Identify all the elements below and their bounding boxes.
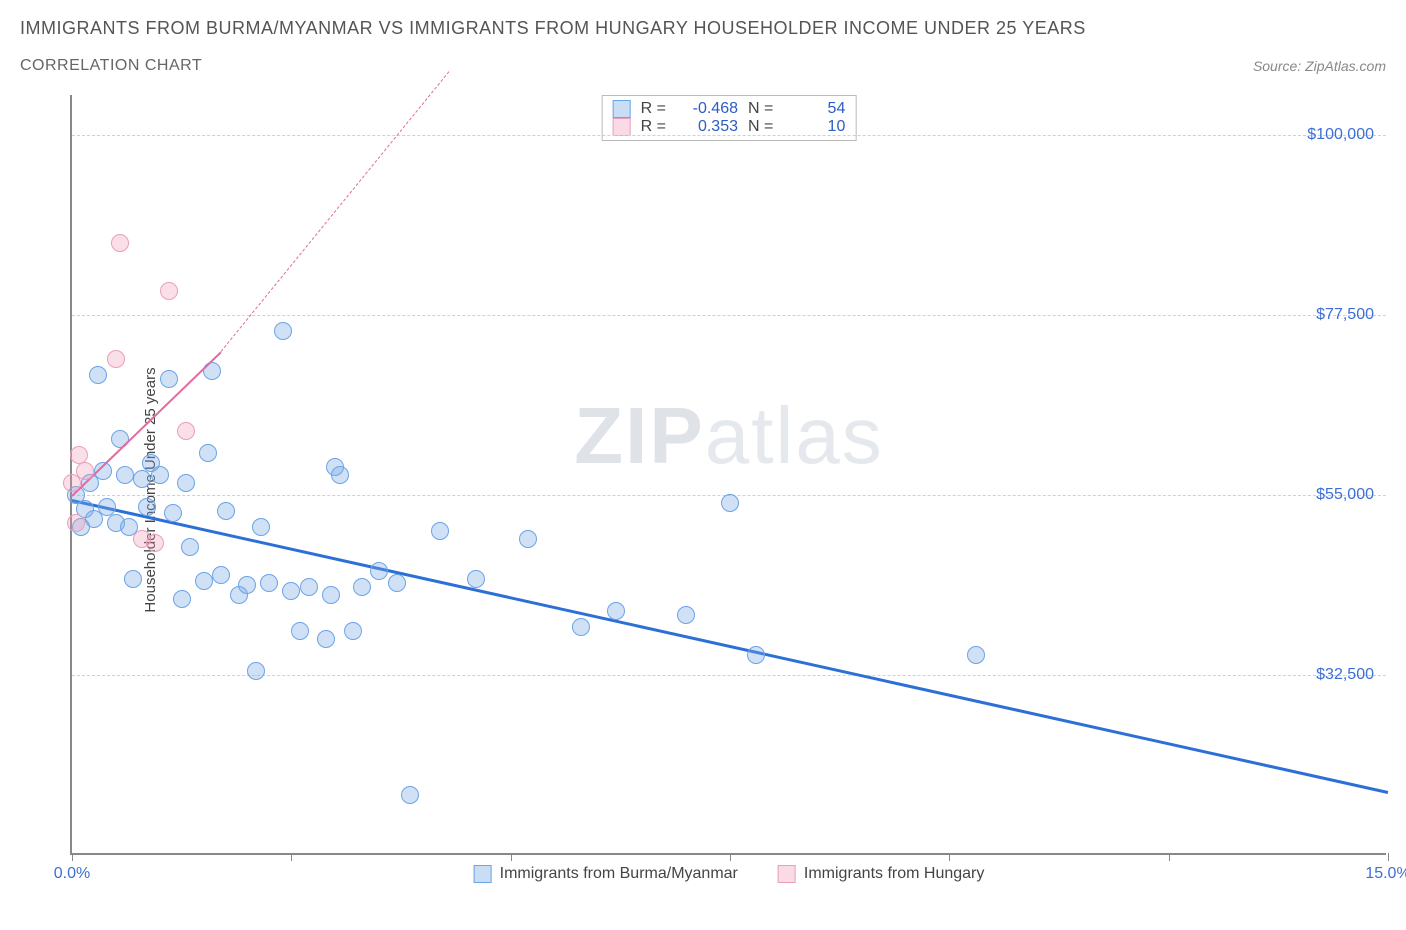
stat-n-label2: N = bbox=[748, 118, 773, 136]
data-point bbox=[291, 622, 309, 640]
data-point bbox=[519, 530, 537, 548]
trend-line bbox=[221, 71, 450, 352]
data-point bbox=[195, 572, 213, 590]
data-point bbox=[431, 522, 449, 540]
data-point bbox=[300, 578, 318, 596]
chart-title: IMMIGRANTS FROM BURMA/MYANMAR VS IMMIGRA… bbox=[20, 18, 1386, 39]
data-point bbox=[677, 606, 695, 624]
data-point bbox=[331, 466, 349, 484]
x-tick-label: 15.0% bbox=[1365, 865, 1406, 883]
data-point bbox=[76, 462, 94, 480]
x-tick bbox=[72, 853, 73, 861]
data-point bbox=[252, 518, 270, 536]
data-point bbox=[160, 370, 178, 388]
data-point bbox=[199, 444, 217, 462]
plot-area: ZIPatlas R = -0.468 N = 54 R = 0.353 N =… bbox=[70, 95, 1386, 855]
data-point bbox=[322, 586, 340, 604]
data-point bbox=[177, 422, 195, 440]
stat-n-blue: 54 bbox=[783, 100, 845, 118]
data-point bbox=[344, 622, 362, 640]
data-point bbox=[111, 234, 129, 252]
data-point bbox=[388, 574, 406, 592]
legend-item-pink: Immigrants from Hungary bbox=[778, 865, 985, 883]
swatch-pink-icon bbox=[613, 118, 631, 136]
data-point bbox=[353, 578, 371, 596]
watermark-light: atlas bbox=[705, 391, 884, 480]
x-tick bbox=[291, 853, 292, 861]
stat-r-pink: 0.353 bbox=[676, 118, 738, 136]
gridline bbox=[72, 315, 1386, 316]
x-tick bbox=[1169, 853, 1170, 861]
data-point bbox=[967, 646, 985, 664]
trend-line bbox=[72, 499, 1389, 793]
stat-n-pink: 10 bbox=[783, 118, 845, 136]
data-point bbox=[260, 574, 278, 592]
data-point bbox=[282, 582, 300, 600]
y-tick-label: $32,500 bbox=[1316, 666, 1374, 684]
data-point bbox=[116, 466, 134, 484]
data-point bbox=[370, 562, 388, 580]
x-tick bbox=[511, 853, 512, 861]
data-point bbox=[721, 494, 739, 512]
header: IMMIGRANTS FROM BURMA/MYANMAR VS IMMIGRA… bbox=[0, 0, 1406, 75]
stats-row-pink: R = 0.353 N = 10 bbox=[613, 118, 846, 136]
data-point bbox=[164, 504, 182, 522]
gridline bbox=[72, 675, 1386, 676]
swatch-blue-icon bbox=[613, 100, 631, 118]
data-point bbox=[181, 538, 199, 556]
legend-swatch-blue-icon bbox=[474, 865, 492, 883]
data-point bbox=[160, 282, 178, 300]
stats-row-blue: R = -0.468 N = 54 bbox=[613, 100, 846, 118]
x-tick-label: 0.0% bbox=[54, 865, 90, 883]
stat-r-label2: R = bbox=[641, 118, 666, 136]
data-point bbox=[467, 570, 485, 588]
data-point bbox=[138, 498, 156, 516]
data-point bbox=[67, 514, 85, 532]
chart-container: Householder Income Under 25 years ZIPatl… bbox=[20, 95, 1386, 885]
data-point bbox=[212, 566, 230, 584]
stat-n-label: N = bbox=[748, 100, 773, 118]
x-tick bbox=[949, 853, 950, 861]
source-attribution: Source: ZipAtlas.com bbox=[1253, 58, 1386, 74]
data-point bbox=[572, 618, 590, 636]
y-tick-label: $100,000 bbox=[1307, 126, 1374, 144]
data-point bbox=[133, 470, 151, 488]
legend-bottom: Immigrants from Burma/Myanmar Immigrants… bbox=[474, 865, 985, 883]
data-point bbox=[89, 366, 107, 384]
legend-swatch-pink-icon bbox=[778, 865, 796, 883]
data-point bbox=[217, 502, 235, 520]
subtitle-row: CORRELATION CHART Source: ZipAtlas.com bbox=[20, 57, 1386, 75]
data-point bbox=[274, 322, 292, 340]
watermark-bold: ZIP bbox=[574, 391, 704, 480]
data-point bbox=[747, 646, 765, 664]
data-point bbox=[247, 662, 265, 680]
data-point bbox=[146, 534, 164, 552]
legend-label-pink: Immigrants from Hungary bbox=[804, 865, 985, 883]
data-point bbox=[111, 430, 129, 448]
data-point bbox=[151, 466, 169, 484]
x-tick bbox=[730, 853, 731, 861]
data-point bbox=[177, 474, 195, 492]
watermark: ZIPatlas bbox=[574, 390, 883, 482]
data-point bbox=[238, 576, 256, 594]
legend-item-blue: Immigrants from Burma/Myanmar bbox=[474, 865, 738, 883]
chart-subtitle: CORRELATION CHART bbox=[20, 57, 202, 75]
stat-r-label: R = bbox=[641, 100, 666, 118]
stat-r-blue: -0.468 bbox=[676, 100, 738, 118]
gridline bbox=[72, 135, 1386, 136]
data-point bbox=[173, 590, 191, 608]
legend-label-blue: Immigrants from Burma/Myanmar bbox=[500, 865, 738, 883]
y-tick-label: $55,000 bbox=[1316, 486, 1374, 504]
y-tick-label: $77,500 bbox=[1316, 306, 1374, 324]
data-point bbox=[107, 350, 125, 368]
data-point bbox=[317, 630, 335, 648]
x-tick bbox=[1388, 853, 1389, 861]
data-point bbox=[401, 786, 419, 804]
data-point bbox=[607, 602, 625, 620]
data-point bbox=[124, 570, 142, 588]
